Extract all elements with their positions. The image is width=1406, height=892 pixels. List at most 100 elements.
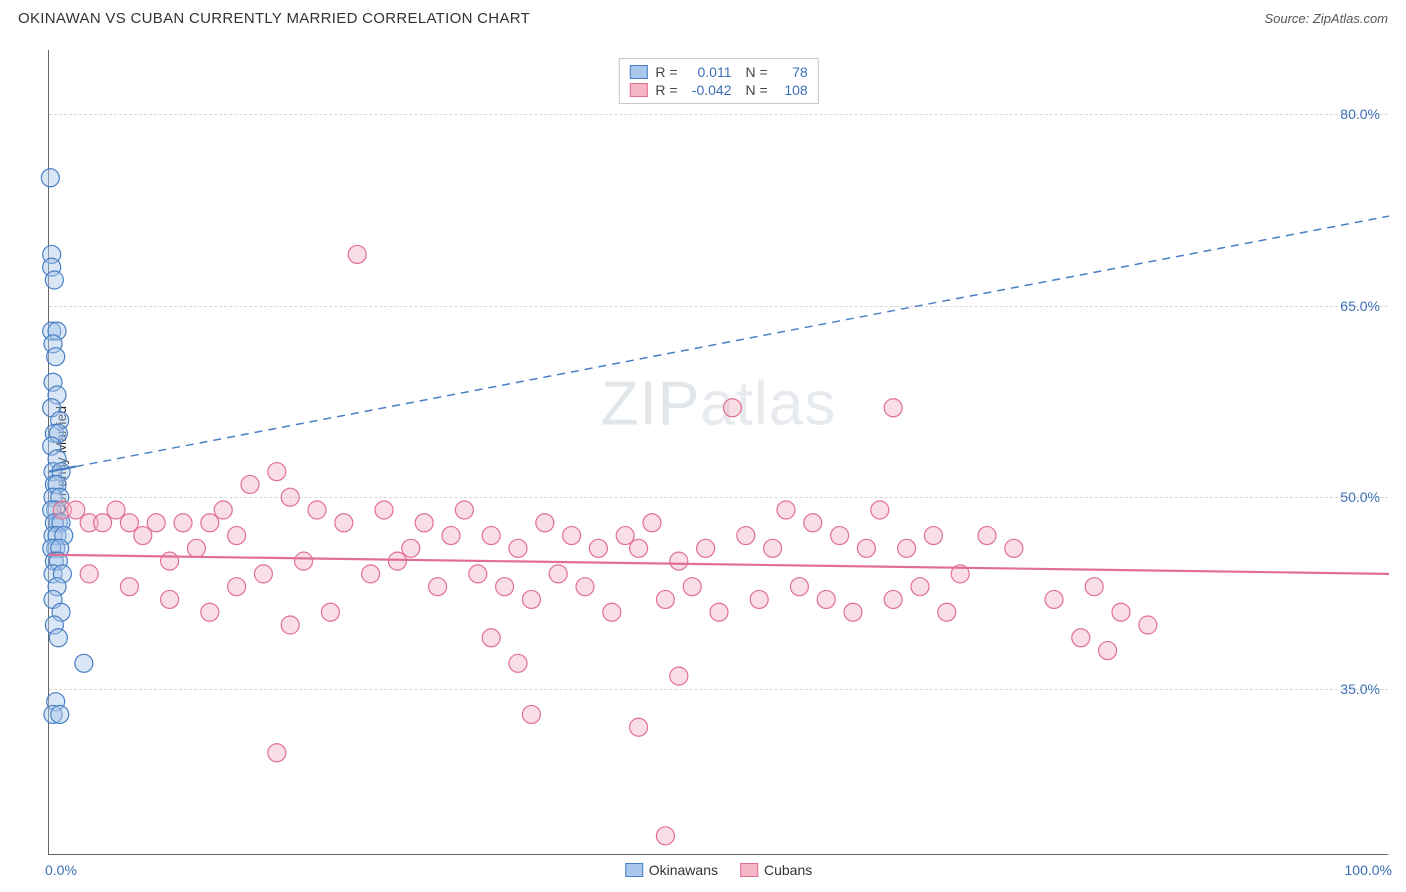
data-point <box>429 578 447 596</box>
data-point <box>147 514 165 532</box>
data-point <box>41 169 59 187</box>
data-point <box>549 565 567 583</box>
data-point <box>75 654 93 672</box>
data-point <box>67 501 85 519</box>
legend-swatch <box>629 83 647 97</box>
data-point <box>281 616 299 634</box>
data-point <box>228 578 246 596</box>
data-point <box>402 539 420 557</box>
data-point <box>1112 603 1130 621</box>
correlation-legend: R =0.011N =78R = -0.042 N = 108 <box>618 58 818 104</box>
data-point <box>335 514 353 532</box>
data-point <box>482 527 500 545</box>
data-point <box>656 590 674 608</box>
data-point <box>683 578 701 596</box>
legend-swatch <box>625 863 643 877</box>
legend-swatch <box>629 65 647 79</box>
data-point <box>978 527 996 545</box>
data-point <box>1045 590 1063 608</box>
data-point <box>697 539 715 557</box>
r-value: -0.042 <box>684 82 732 98</box>
data-point <box>174 514 192 532</box>
data-point <box>1005 539 1023 557</box>
data-point <box>348 245 366 263</box>
data-point <box>924 527 942 545</box>
data-point <box>857 539 875 557</box>
data-point <box>804 514 822 532</box>
data-point <box>120 514 138 532</box>
data-point <box>228 527 246 545</box>
series-name: Okinawans <box>649 862 718 878</box>
data-point <box>871 501 889 519</box>
data-point <box>161 590 179 608</box>
data-point <box>522 705 540 723</box>
data-point <box>49 629 67 647</box>
data-point <box>107 501 125 519</box>
data-point <box>201 514 219 532</box>
n-value: 78 <box>774 64 808 80</box>
data-point <box>750 590 768 608</box>
legend-row: R =0.011N =78 <box>629 63 807 81</box>
data-point <box>844 603 862 621</box>
data-point <box>831 527 849 545</box>
data-point <box>134 527 152 545</box>
data-point <box>1085 578 1103 596</box>
data-point <box>214 501 232 519</box>
data-point <box>51 705 69 723</box>
data-point <box>321 603 339 621</box>
data-point <box>94 514 112 532</box>
data-point <box>241 475 259 493</box>
data-point <box>161 552 179 570</box>
series-legend-item: Okinawans <box>625 862 718 878</box>
data-point <box>509 539 527 557</box>
n-value: 108 <box>774 82 808 98</box>
data-point <box>1099 642 1117 660</box>
legend-swatch <box>740 863 758 877</box>
chart-title: OKINAWAN VS CUBAN CURRENTLY MARRIED CORR… <box>18 10 530 27</box>
data-point <box>603 603 621 621</box>
data-point <box>643 514 661 532</box>
data-point <box>616 527 634 545</box>
r-label: R = <box>655 82 677 98</box>
r-value: 0.011 <box>684 64 732 80</box>
data-point <box>268 463 286 481</box>
series-name: Cubans <box>764 862 812 878</box>
x-tick-min: 0.0% <box>45 862 77 878</box>
data-point <box>442 527 460 545</box>
data-point <box>777 501 795 519</box>
legend-row: R = -0.042 N = 108 <box>629 81 807 99</box>
data-point <box>509 654 527 672</box>
data-point <box>120 578 138 596</box>
data-point <box>388 552 406 570</box>
data-point <box>308 501 326 519</box>
data-point <box>455 501 473 519</box>
n-label: N = <box>746 82 768 98</box>
data-point <box>187 539 205 557</box>
data-point <box>415 514 433 532</box>
data-point <box>630 718 648 736</box>
data-point <box>362 565 380 583</box>
data-point <box>670 667 688 685</box>
series-legend-item: Cubans <box>740 862 812 878</box>
trend-line <box>76 216 1389 466</box>
data-point <box>898 539 916 557</box>
data-point <box>576 578 594 596</box>
x-tick-max: 100.0% <box>1345 862 1392 878</box>
data-point <box>817 590 835 608</box>
source-attribution: Source: ZipAtlas.com <box>1264 11 1388 26</box>
data-point <box>710 603 728 621</box>
data-point <box>254 565 272 583</box>
data-point <box>938 603 956 621</box>
series-legend: Okinawans Cubans <box>625 862 813 878</box>
data-point <box>884 399 902 417</box>
data-point <box>522 590 540 608</box>
scatter-plot-svg <box>49 50 1388 854</box>
data-point <box>589 539 607 557</box>
data-point <box>670 552 688 570</box>
data-point <box>268 744 286 762</box>
data-point <box>1139 616 1157 634</box>
data-point <box>790 578 808 596</box>
chart-plot-area: Currently Married 35.0%50.0%65.0%80.0% Z… <box>48 50 1388 855</box>
data-point <box>295 552 313 570</box>
data-point <box>80 565 98 583</box>
